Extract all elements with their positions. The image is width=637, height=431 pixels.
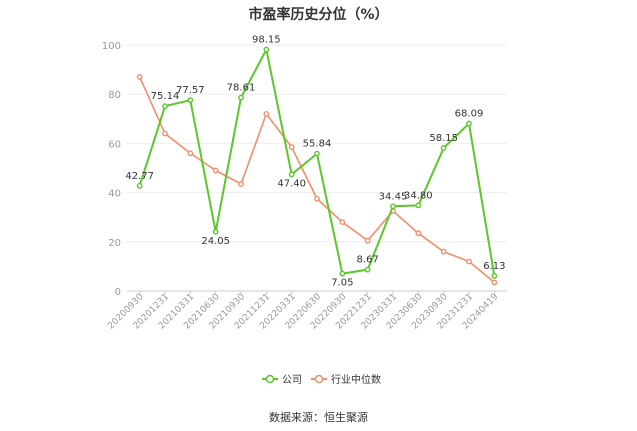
legend-company-marker [265,374,275,384]
industry-median-data-point [136,74,143,80]
company-data-label: 75.14 [151,91,180,102]
industry-median-data-point [314,195,320,202]
company-data-label: 47.40 [277,178,306,189]
company-data-point [238,94,244,101]
y-tick-label: 20 [108,238,121,249]
y-tick-label: 80 [108,90,121,101]
company-data-point [440,145,447,151]
y-tick-label: 40 [108,189,121,200]
industry-median-data-point [212,167,219,174]
company-data-label: 6.13 [483,261,505,272]
company-data-label: 77.57 [176,85,205,96]
company-data-point [466,120,472,127]
industry-median-data-point [415,230,422,237]
company-data-point [415,202,422,209]
y-tick-label: 100 [102,41,121,52]
industry-median-data-point [364,237,371,244]
chart-title: 市盈率历史分位（%） [248,7,389,23]
company-data-label: 24.05 [201,236,230,247]
industry-median-data-point [187,150,194,157]
company-data-point [212,228,219,235]
company-data-point [364,266,371,273]
company-data-point [187,97,194,104]
industry-median-data-point [440,248,447,255]
company-data-point [263,46,270,53]
company-data-point [288,171,295,178]
company-data-point [390,203,396,210]
company-data-label: 7.05 [331,278,353,289]
company-data-label: 42.77 [125,171,154,182]
industry-median-data-point [238,181,244,187]
company-data-label: 8.67 [357,255,379,266]
company-data-point [136,182,143,189]
industry-median-data-point [263,110,270,117]
company-data-label: 78.61 [227,83,256,94]
company-data-label: 34.45 [379,191,408,202]
company-data-label: 58.15 [429,133,458,144]
legend-company-label: 公司 [282,375,302,386]
company-data-point [162,103,168,110]
industry-median-data-point [162,130,168,137]
company-data-point [339,270,346,277]
industry-median-data-point [491,279,498,286]
company-data-label: 55.84 [303,139,332,150]
company-data-point [314,150,320,157]
y-tick-label: 0 [115,287,121,298]
legend-industry-median-marker [314,374,324,384]
source-note: 数据来源：恒生聚源 [269,411,368,424]
industry-median-data-point [288,144,295,150]
legend-industry-median-label: 行业中位数 [331,373,381,386]
y-tick-label: 60 [108,139,121,150]
company-data-label: 34.80 [404,190,433,201]
company-data-point [491,273,498,279]
industry-median-data-point [466,258,472,265]
company-data-label: 68.09 [455,108,484,119]
industry-median-data-point [339,219,346,226]
company-data-label: 98.15 [252,35,281,46]
